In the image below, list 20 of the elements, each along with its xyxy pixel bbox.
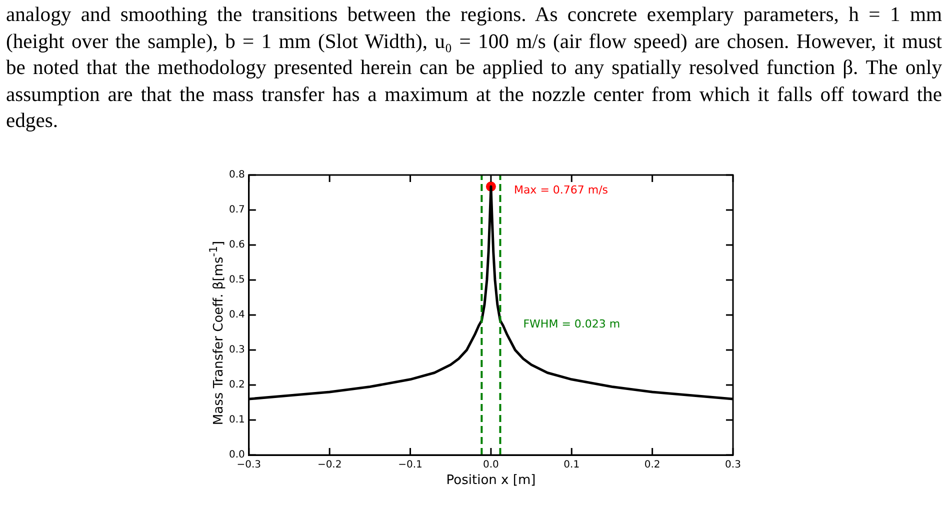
x-tick-label: 0.0	[483, 460, 499, 471]
y-tick-label: 0.7	[228, 204, 245, 216]
x-tick-label: 0.3	[725, 460, 741, 471]
y-tick-label: 0.3	[228, 344, 245, 356]
x-axis-title: Position x [m]	[445, 473, 537, 488]
x-tick-label: 0.1	[564, 460, 580, 471]
x-tick-label: −0.1	[398, 460, 422, 471]
annotation: FWHM = 0.023 m	[523, 317, 620, 330]
text: analogy and smoothing the transitions between the regions. As concrete exemplary parameters, h = 1 mm (height over the sample), b = 1 mm (Slot Width), u₀ = 100 m/s (air flow speed) are chosen. However, it must be noted that the methodology presented herein can be applied to any spatially resolved function β. The only assumption are that the mass transfer has a maximum at the nozzle center from which it falls off toward the edges.	[6, 3, 942, 134]
y-tick-label: 0.1	[228, 414, 245, 426]
y-tick-label: 0.0	[228, 450, 245, 461]
y-tick-label: 0.5	[228, 274, 245, 286]
x-tick-label: 0.2	[644, 460, 660, 471]
y-tick-label: 0.8	[228, 170, 245, 181]
x-tick-label: −0.2	[317, 460, 342, 471]
x-tick-label: −0.3	[236, 460, 262, 471]
y-tick-label: 0.2	[228, 380, 245, 391]
y-tick-label: 0.4	[228, 310, 245, 321]
y-tick-label: 0.6	[228, 240, 245, 251]
annotation: Max = 0.767 m/s	[514, 183, 608, 196]
